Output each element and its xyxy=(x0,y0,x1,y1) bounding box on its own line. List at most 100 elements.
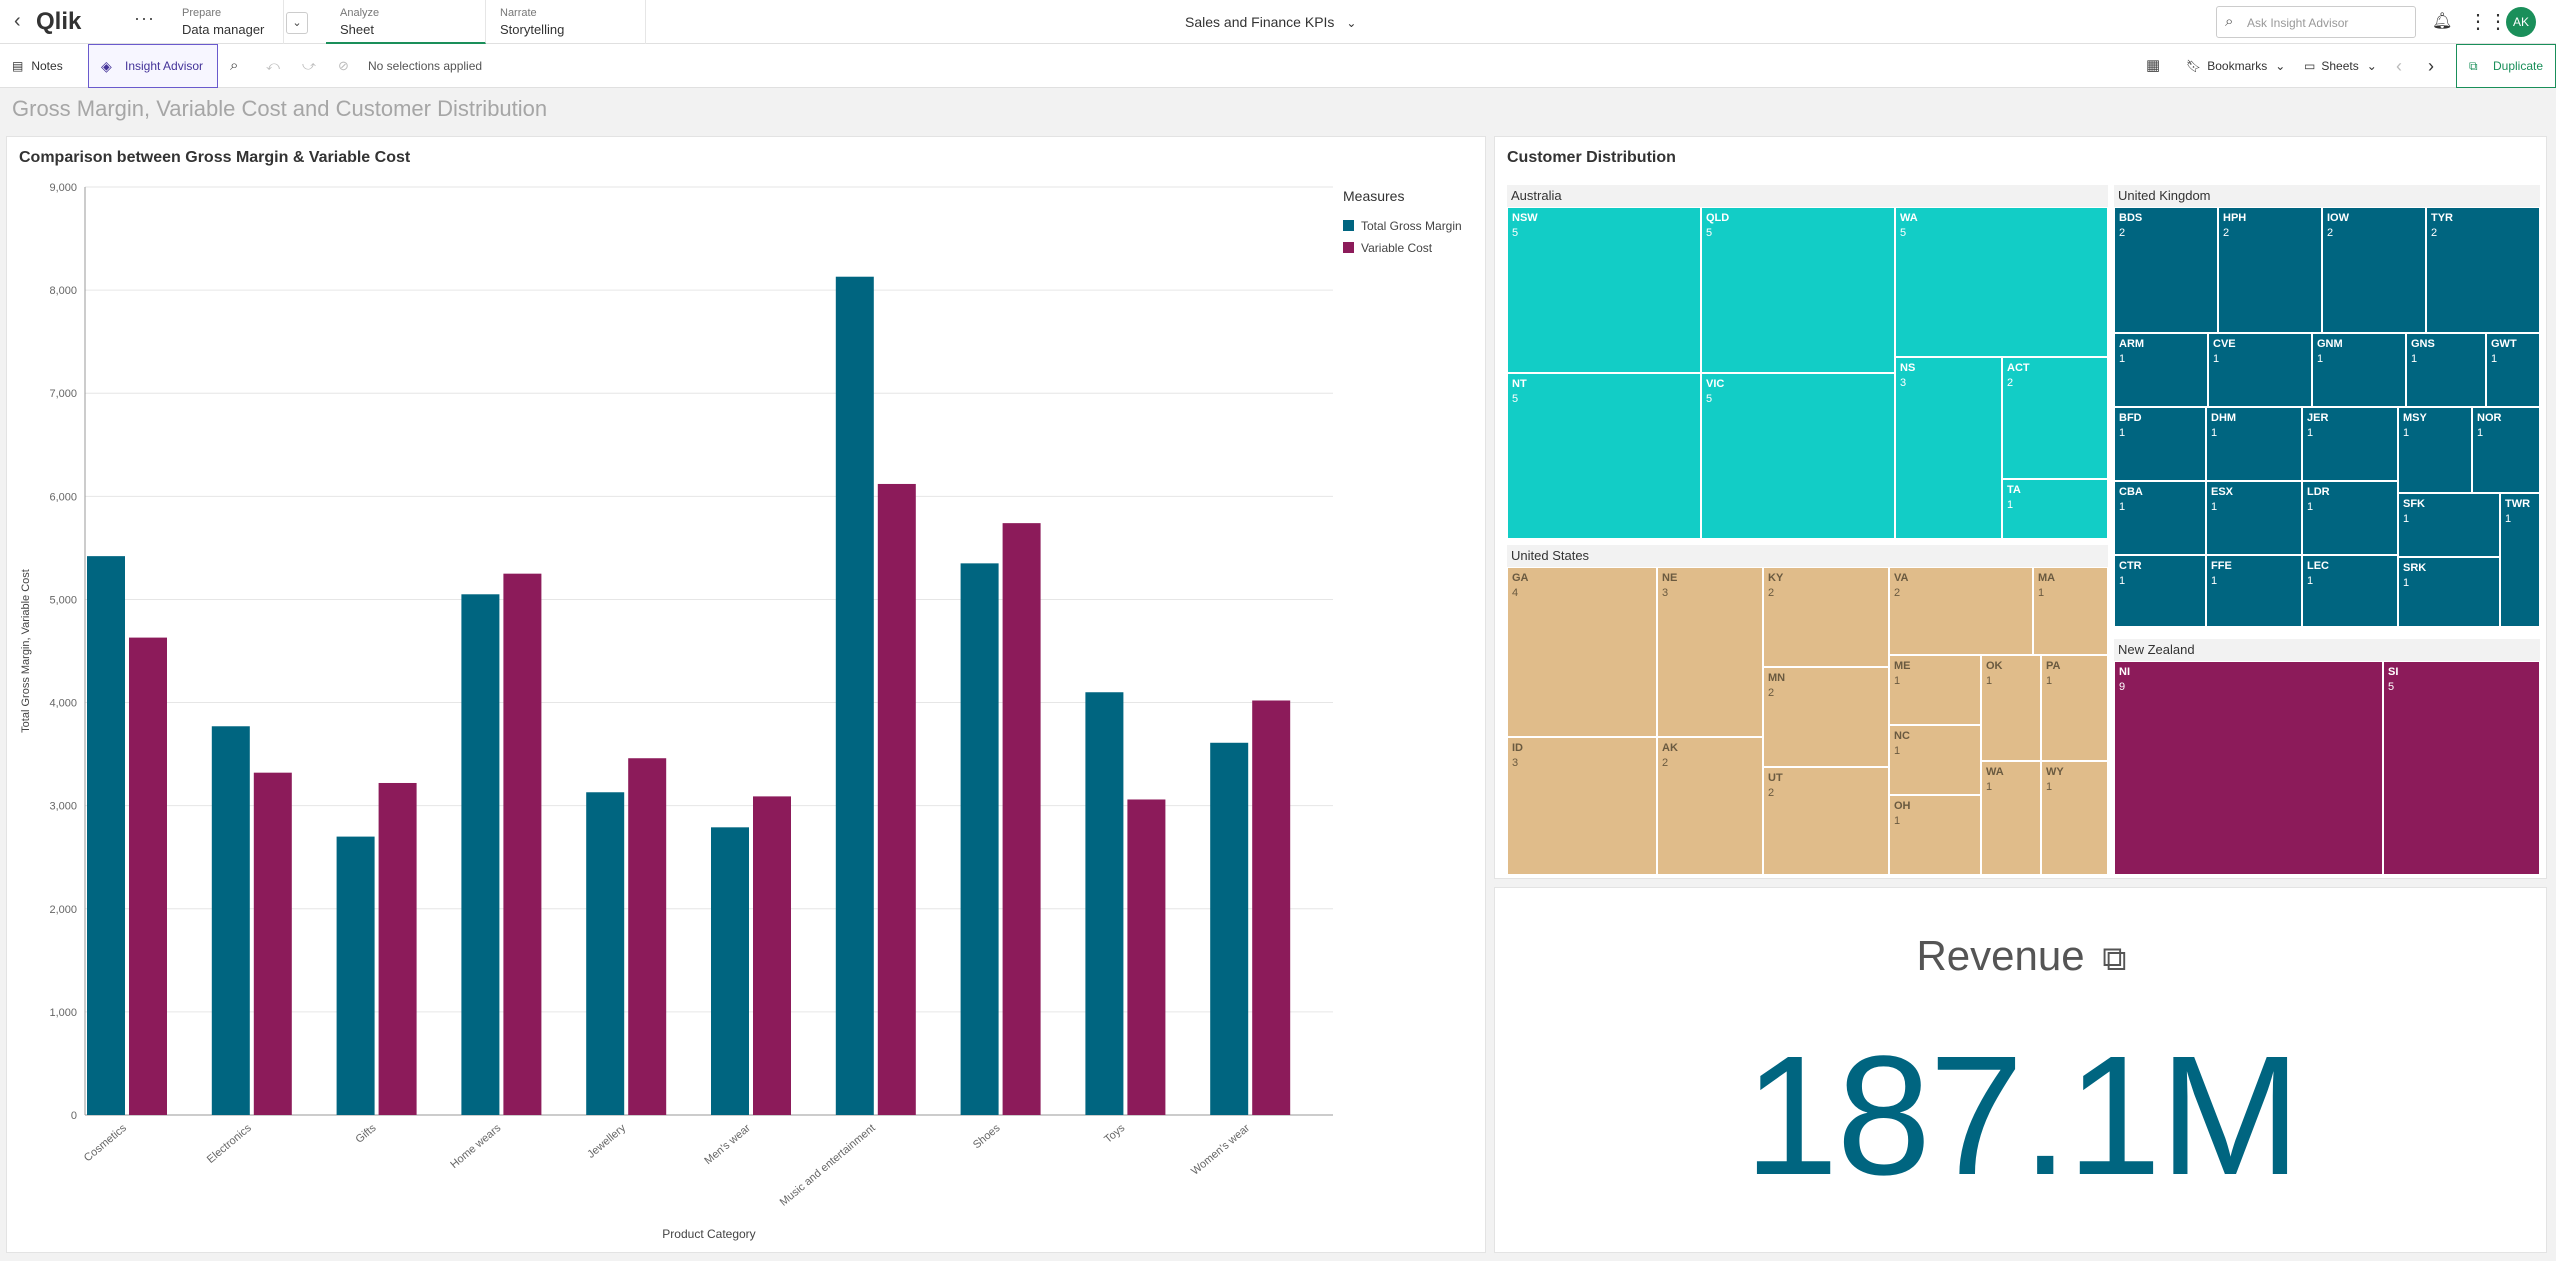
notes-button[interactable]: ▤ Notes xyxy=(12,44,63,88)
treemap-cell[interactable]: ARM 1 xyxy=(2114,333,2208,407)
treemap-cell[interactable]: BFD 1 xyxy=(2114,407,2206,481)
bar-variable-cost[interactable] xyxy=(877,483,916,1116)
treemap-cell[interactable]: VA 2 xyxy=(1889,567,2033,655)
treemap-cell[interactable]: NI 9 xyxy=(2114,661,2383,875)
legend-swatch[interactable] xyxy=(1343,220,1354,231)
nav-analyze[interactable]: Analyze Sheet xyxy=(326,0,486,44)
treemap-cell[interactable]: GNS 1 xyxy=(2406,333,2486,407)
treemap-cell[interactable]: VIC 5 xyxy=(1701,373,1895,539)
treemap-cell[interactable]: LEC 1 xyxy=(2302,555,2398,627)
treemap-cell[interactable]: QLD 5 xyxy=(1701,207,1895,373)
treemap-group-label[interactable]: United Kingdom xyxy=(2114,185,2540,207)
treemap-cell[interactable]: CBA 1 xyxy=(2114,481,2206,555)
qlik-logo[interactable]: Qlik xyxy=(36,8,81,36)
treemap-cell[interactable]: NOR 1 xyxy=(2472,407,2540,493)
treemap-panel[interactable]: Customer Distribution Australia NSW 5 QLD 5 W… xyxy=(1494,136,2547,879)
external-link-icon[interactable]: ⧉ xyxy=(2102,940,2127,978)
treemap-cell[interactable]: SI 5 xyxy=(2383,661,2540,875)
grid-layout-icon[interactable]: ▦ xyxy=(2146,57,2161,74)
previous-sheet-icon[interactable]: ‹ xyxy=(2396,56,2402,76)
bar-variable-cost[interactable] xyxy=(1252,700,1291,1115)
back-chevron-icon[interactable]: ‹ xyxy=(14,10,21,32)
nav-narrate[interactable]: Narrate Storytelling xyxy=(486,0,646,44)
sheets-button[interactable]: ▭ Sheets ⌄ xyxy=(2304,44,2377,88)
treemap-cell[interactable]: GWT 1 xyxy=(2486,333,2540,407)
duplicate-button[interactable]: ⧉ Duplicate xyxy=(2456,44,2556,88)
kpi-panel[interactable]: Revenue ⧉ 187.1M xyxy=(1494,887,2547,1253)
treemap-cell[interactable]: BDS 2 xyxy=(2114,207,2218,333)
bar-gross-margin[interactable] xyxy=(461,594,500,1115)
insight-advisor-button[interactable]: ◈ Insight Advisor xyxy=(88,44,218,88)
bar-gross-margin[interactable] xyxy=(960,563,999,1115)
treemap-cell[interactable]: FFE 1 xyxy=(2206,555,2302,627)
bar-gross-margin[interactable] xyxy=(336,836,375,1115)
treemap-cell[interactable]: TWR 1 xyxy=(2500,493,2540,627)
bar-variable-cost[interactable] xyxy=(1002,523,1041,1115)
treemap-group-label[interactable]: United States xyxy=(1507,545,2108,567)
treemap-cell[interactable]: WA 5 xyxy=(1895,207,2108,357)
bar-variable-cost[interactable] xyxy=(253,772,292,1115)
treemap-cell[interactable]: OK 1 xyxy=(1981,655,2041,761)
bar-variable-cost[interactable] xyxy=(129,637,167,1115)
treemap-group-label[interactable]: New Zealand xyxy=(2114,639,2540,661)
bar-gross-margin[interactable] xyxy=(586,792,625,1115)
treemap-cell[interactable]: CTR 1 xyxy=(2114,555,2206,627)
treemap-cell[interactable]: OH 1 xyxy=(1889,795,1981,875)
treemap-cell[interactable]: JER 1 xyxy=(2302,407,2398,481)
bar-variable-cost[interactable] xyxy=(1127,799,1166,1115)
legend-label[interactable]: Variable Cost xyxy=(1361,241,1433,255)
bar-gross-margin[interactable] xyxy=(711,827,749,1115)
notifications-bell-icon[interactable]: 🔔︎ xyxy=(2432,13,2453,30)
bar-gross-margin[interactable] xyxy=(835,276,874,1115)
step-forward-icon[interactable]: ⤻ xyxy=(302,58,316,73)
treemap-cell[interactable]: SRK 1 xyxy=(2398,557,2500,627)
treemap-cell[interactable]: GA 4 xyxy=(1507,567,1657,737)
smart-search-icon[interactable]: ⌕ xyxy=(230,57,239,74)
legend-swatch[interactable] xyxy=(1343,242,1354,253)
treemap-cell[interactable]: UT 2 xyxy=(1763,767,1889,875)
more-options-icon[interactable]: ··· xyxy=(134,8,155,28)
treemap-area[interactable]: Australia NSW 5 QLD 5 WA 5 NT 5 VIC 5 NS 3 ACT 2 TA 1 Uni… xyxy=(1495,137,2548,880)
treemap-cell[interactable]: ME 1 xyxy=(1889,655,1981,725)
treemap-cell[interactable]: LDR 1 xyxy=(2302,481,2398,555)
treemap-cell[interactable]: HPH 2 xyxy=(2218,207,2322,333)
treemap-group-label[interactable]: Australia xyxy=(1507,185,2108,207)
treemap-cell[interactable]: GNM 1 xyxy=(2312,333,2406,407)
treemap-cell[interactable]: DHM 1 xyxy=(2206,407,2302,481)
bar-gross-margin[interactable] xyxy=(87,556,125,1115)
treemap-cell[interactable]: WA 1 xyxy=(1981,761,2041,875)
treemap-cell[interactable]: AK 2 xyxy=(1657,737,1763,875)
step-back-icon[interactable]: ⤺ xyxy=(266,58,280,73)
bar-variable-cost[interactable] xyxy=(378,782,417,1115)
nav-prepare[interactable]: Prepare Data manager xyxy=(168,0,284,44)
treemap-cell[interactable]: IOW 2 xyxy=(2322,207,2426,333)
treemap-cell[interactable]: MSY 1 xyxy=(2398,407,2472,493)
bar-gross-margin[interactable] xyxy=(1085,692,1124,1115)
treemap-cell[interactable]: NS 3 xyxy=(1895,357,2002,539)
bar-chart-svg[interactable]: 0 1,000 2,000 3,000 4,000 5,000 6,000 7,000 8,00… xyxy=(7,137,1485,1252)
treemap-cell[interactable]: NE 3 xyxy=(1657,567,1763,737)
legend-label[interactable]: Total Gross Margin xyxy=(1361,219,1462,233)
bar-variable-cost[interactable] xyxy=(628,758,667,1115)
treemap-cell[interactable]: PA 1 xyxy=(2041,655,2108,761)
treemap-cell[interactable]: MN 2 xyxy=(1763,667,1889,767)
ask-insight-advisor-input[interactable]: ⌕ Ask Insight Advisor xyxy=(2216,6,2416,38)
bar-chart-panel[interactable]: Comparison between Gross Margin & Variab… xyxy=(6,136,1486,1253)
prepare-dropdown-button[interactable]: ⌄ xyxy=(286,12,308,34)
bar-variable-cost[interactable] xyxy=(503,573,542,1115)
treemap-cell[interactable]: NC 1 xyxy=(1889,725,1981,795)
app-title[interactable]: Sales and Finance KPIs ⌄ xyxy=(1185,14,1356,30)
treemap-cell[interactable]: KY 2 xyxy=(1763,567,1889,667)
treemap-cell[interactable]: ESX 1 xyxy=(2206,481,2302,555)
user-avatar[interactable]: AK xyxy=(2506,7,2536,37)
treemap-cell[interactable]: MA 1 xyxy=(2033,567,2108,655)
clear-selections-icon[interactable]: ⊘ xyxy=(338,58,349,73)
treemap-cell[interactable]: WY 1 xyxy=(2041,761,2108,875)
bar-variable-cost[interactable] xyxy=(753,796,791,1115)
next-sheet-icon[interactable]: › xyxy=(2428,56,2434,76)
treemap-cell[interactable]: ACT 2 xyxy=(2002,357,2108,479)
treemap-cell[interactable]: SFK 1 xyxy=(2398,493,2500,557)
treemap-cell[interactable]: NSW 5 xyxy=(1507,207,1701,373)
treemap-cell[interactable]: ID 3 xyxy=(1507,737,1657,875)
bar-gross-margin[interactable] xyxy=(1210,742,1249,1115)
